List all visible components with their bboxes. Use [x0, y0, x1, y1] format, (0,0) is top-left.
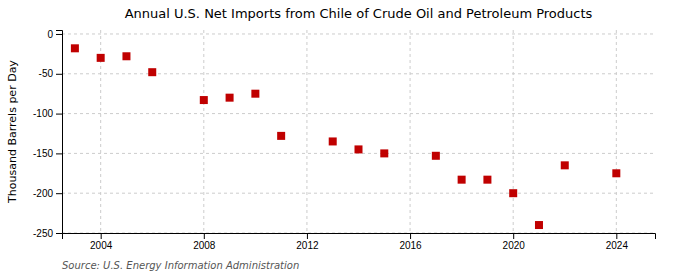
grid-line — [616, 30, 617, 233]
point — [329, 137, 337, 145]
tick: 2012 — [296, 233, 319, 251]
tick-label: -50 — [39, 68, 54, 79]
tick-label: 0 — [47, 29, 53, 40]
tick-mark — [56, 34, 62, 35]
grid-line — [62, 193, 655, 194]
grid — [62, 30, 655, 233]
tick: 0 — [47, 29, 62, 40]
axis-line — [63, 234, 656, 240]
point — [380, 149, 388, 157]
tick-mark — [101, 233, 102, 239]
grid-line — [203, 30, 204, 233]
grid-line — [62, 113, 655, 114]
grid-line — [513, 30, 514, 233]
tick-label: 2020 — [503, 240, 526, 251]
y-axis: 0 -50 -100 -150 -200 -250 — [33, 29, 63, 239]
axis-line — [56, 31, 63, 234]
tick: -250 — [33, 228, 62, 239]
tick: -200 — [33, 188, 62, 199]
tick-label: -200 — [33, 188, 53, 199]
point — [355, 145, 363, 153]
grid-line — [62, 33, 655, 34]
tick: -50 — [39, 68, 62, 79]
tick: 2004 — [90, 233, 113, 251]
tick-label: 2004 — [90, 240, 113, 251]
tick-mark — [56, 74, 62, 75]
points — [71, 44, 620, 229]
tick-label: -150 — [33, 148, 53, 159]
grid-line — [306, 30, 307, 233]
tick-mark — [513, 233, 514, 239]
point — [432, 152, 440, 160]
title: Annual U.S. Net Imports from Chile of Cr… — [125, 6, 593, 21]
tick: -100 — [33, 108, 62, 119]
tick-mark — [56, 114, 62, 115]
y-axis-title: Thousand Barrels per Day — [6, 60, 19, 204]
tick-label: 2008 — [193, 240, 216, 251]
point — [226, 94, 234, 102]
tick-label: 2024 — [606, 240, 629, 251]
tick-label: 2016 — [399, 240, 422, 251]
tick: 2024 — [606, 233, 629, 251]
point — [122, 52, 130, 60]
tick-mark — [56, 153, 62, 154]
grid-line — [410, 30, 411, 233]
tick-mark — [56, 193, 62, 194]
source: Source: U.S. Energy Information Administ… — [62, 260, 299, 271]
point — [483, 176, 491, 184]
tick-mark — [410, 233, 411, 239]
point — [251, 90, 259, 98]
tick-label: -100 — [33, 108, 53, 119]
point — [458, 176, 466, 184]
tick-mark — [56, 233, 62, 234]
point — [509, 189, 517, 197]
point — [612, 169, 620, 177]
tick: 2008 — [193, 233, 216, 251]
point — [97, 54, 105, 62]
chart: 2004 2008 2012 2016 2020 2024 0 -50 -100 -150 -200… — [0, 0, 675, 275]
point — [148, 68, 156, 76]
point — [277, 132, 285, 140]
point — [561, 161, 569, 169]
tick-mark — [616, 233, 617, 239]
point — [535, 221, 543, 229]
tick-label: -250 — [33, 228, 53, 239]
tick-mark — [307, 233, 308, 239]
tick: 2016 — [399, 233, 422, 251]
tick-mark — [204, 233, 205, 239]
x-axis: 2004 2008 2012 2016 2020 2024 — [63, 233, 656, 251]
plot: 2004 2008 2012 2016 2020 2024 0 -50 -100 -150 -200… — [33, 29, 656, 251]
tick: 2020 — [503, 233, 526, 251]
tick-label: 2012 — [296, 240, 319, 251]
point — [200, 96, 208, 104]
tick: -150 — [33, 148, 62, 159]
point — [71, 44, 79, 52]
